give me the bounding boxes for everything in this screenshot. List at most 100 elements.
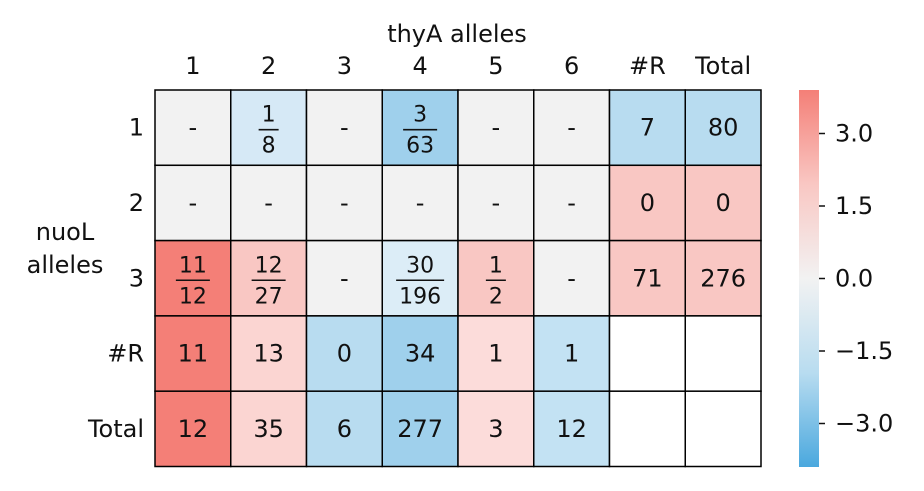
cell-numerator: 3 <box>413 103 427 128</box>
cell-value: - <box>567 264 576 292</box>
cell-value: 0 <box>715 189 730 217</box>
cell-value: 277 <box>397 415 443 443</box>
cell-value: 12 <box>556 415 587 443</box>
heatmap-cell <box>305 239 383 317</box>
cell-value: - <box>340 264 349 292</box>
cell-value: - <box>264 189 273 217</box>
cell-numerator: 1 <box>489 253 503 278</box>
y-tick-label: #R <box>107 340 144 368</box>
cell-denominator: 8 <box>262 134 276 159</box>
colorbar-tick-label: 0.0 <box>835 265 873 293</box>
x-tick-label: #R <box>629 52 666 80</box>
heatmap-cell <box>381 89 459 167</box>
cell-value: 0 <box>337 340 352 368</box>
heatmap-cell <box>457 390 535 468</box>
y-axis-title-line: alleles <box>27 251 104 279</box>
colorbar: 3.0 1.5 0.0 −1.5 −3.0 <box>799 90 893 467</box>
y-axis-title: nuoL alleles <box>27 218 104 279</box>
heatmap-cell <box>608 164 686 242</box>
heatmap-cell <box>457 239 535 317</box>
heatmap-cell <box>154 315 232 392</box>
heatmap-cell <box>684 89 762 167</box>
cell-value: - <box>189 114 198 142</box>
heatmap-cell <box>381 239 459 317</box>
y-axis-title-line: nuoL <box>36 218 95 246</box>
cell-value: - <box>567 189 576 217</box>
cell-value: - <box>340 114 349 142</box>
x-tick-label: Total <box>694 52 751 80</box>
x-tick-label: 6 <box>564 52 579 80</box>
y-tick-label: Total <box>87 415 144 443</box>
cell-value: 12 <box>178 415 209 443</box>
heatmap-cell <box>608 315 686 392</box>
heatmap-cell <box>608 89 686 167</box>
cell-value: - <box>567 114 576 142</box>
x-tick-labels: 1 2 3 4 5 6 #R Total <box>185 52 751 80</box>
colorbar-tick-label: −3.0 <box>835 410 893 438</box>
heatmap-cell <box>305 390 383 468</box>
x-tick-label: 5 <box>488 52 503 80</box>
heatmap-cell <box>684 390 762 468</box>
cell-numerator: 11 <box>179 253 207 278</box>
heatmap-cell <box>608 239 686 317</box>
colorbar-tick-label: 3.0 <box>835 120 873 148</box>
x-tick-label: 2 <box>261 52 276 80</box>
heatmap-cell <box>230 390 308 468</box>
heatmap-cell <box>154 239 232 317</box>
heatmap-cell <box>533 239 611 317</box>
heatmap-cell <box>381 315 459 392</box>
heatmap-cell <box>154 89 232 167</box>
cell-value: - <box>492 114 501 142</box>
cell-denominator: 63 <box>406 134 434 159</box>
colorbar-gradient <box>799 90 819 467</box>
cell-denominator: 2 <box>489 284 503 309</box>
heatmap-cell <box>684 315 762 392</box>
colorbar-tick-label: −1.5 <box>835 337 893 365</box>
heatmap-cell <box>684 164 762 242</box>
y-tick-label: 3 <box>129 264 144 292</box>
cell-value: 80 <box>708 114 739 142</box>
heatmap-cell <box>381 390 459 468</box>
x-axis-title: thyA alleles <box>387 20 527 48</box>
y-tick-label: 2 <box>129 189 144 217</box>
colorbar-tick-label: 1.5 <box>835 192 873 220</box>
cell-value: - <box>340 189 349 217</box>
cell-value: - <box>189 189 198 217</box>
cell-value: 6 <box>337 415 352 443</box>
cell-value: 7 <box>640 114 655 142</box>
cell-value: - <box>416 189 425 217</box>
heatmap-cell <box>533 390 611 468</box>
heatmap-cell <box>230 315 308 392</box>
cell-numerator: 12 <box>255 253 283 278</box>
y-tick-label: 1 <box>129 114 144 142</box>
heatmap-cell <box>154 390 232 468</box>
cell-value: - <box>492 189 501 217</box>
cell-numerator: 1 <box>262 103 276 128</box>
y-tick-labels: 1 2 3 #R Total <box>87 114 144 443</box>
cell-value: 13 <box>253 340 284 368</box>
cell-value: 3 <box>488 415 503 443</box>
cell-value: 11 <box>178 340 209 368</box>
heatmap-cell <box>457 89 535 167</box>
cell-value: 34 <box>405 340 436 368</box>
heatmap-cell <box>608 390 686 468</box>
cell-denominator: 196 <box>399 284 441 309</box>
cell-denominator: 27 <box>255 284 283 309</box>
heatmap-cell <box>533 164 611 242</box>
cell-denominator: 12 <box>179 284 207 309</box>
heatmap-cell <box>230 89 308 167</box>
cell-value: 1 <box>488 340 503 368</box>
cell-value: 0 <box>640 189 655 217</box>
x-tick-label: 1 <box>185 52 200 80</box>
cell-value: 1 <box>564 340 579 368</box>
cell-numerator: 30 <box>406 253 434 278</box>
cell-value: 71 <box>632 264 663 292</box>
heatmap-cell <box>154 164 232 242</box>
cell-value: 276 <box>700 264 746 292</box>
x-tick-label: 3 <box>337 52 352 80</box>
heatmap-cell <box>684 239 762 317</box>
x-tick-label: 4 <box>412 52 427 80</box>
heatmap-cell <box>305 164 383 242</box>
